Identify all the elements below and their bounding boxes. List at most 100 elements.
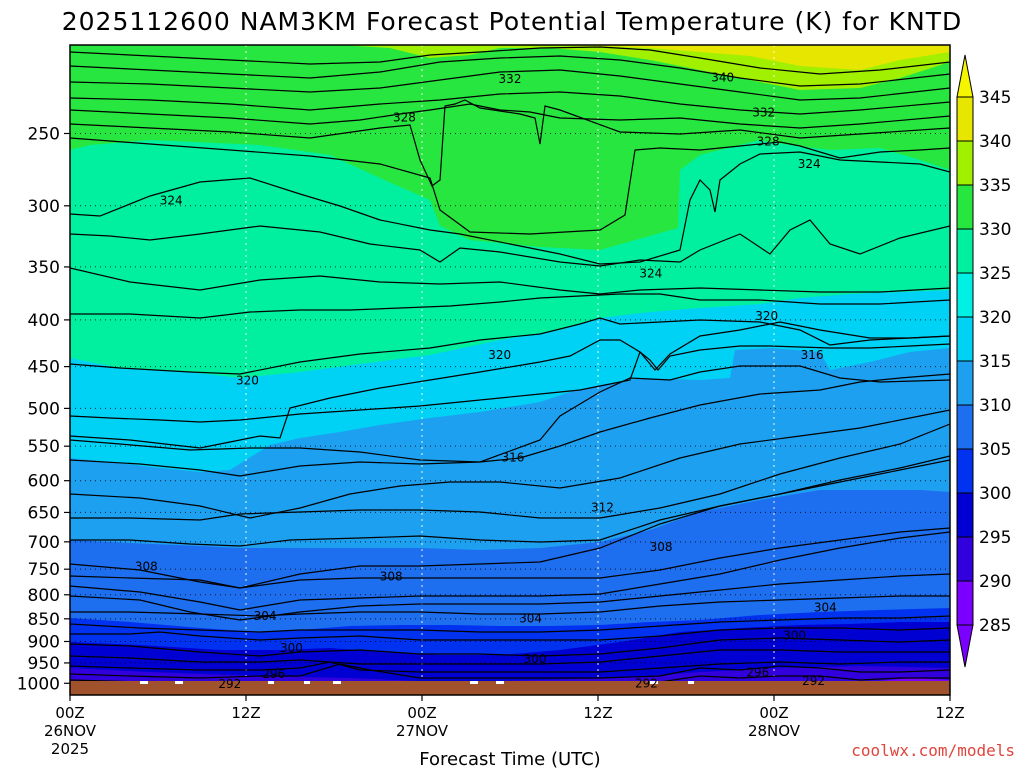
contour-line bbox=[70, 409, 950, 519]
contour-label: 304 bbox=[519, 611, 542, 625]
contour-line bbox=[70, 627, 950, 641]
ground-surface bbox=[70, 681, 950, 695]
colorbar-level-label: 340 bbox=[979, 132, 1011, 152]
contour-line bbox=[70, 321, 950, 449]
contour-label: 308 bbox=[135, 560, 158, 574]
colorbar-swatch bbox=[956, 140, 974, 186]
colorbar-swatch bbox=[956, 448, 974, 494]
contour-label: 296 bbox=[746, 665, 769, 679]
band-325-330 bbox=[70, 45, 950, 250]
ground-marks bbox=[140, 681, 694, 684]
contour-line bbox=[70, 46, 950, 75]
contour-line bbox=[70, 343, 950, 423]
colorbar-swatch bbox=[956, 404, 974, 450]
x-tick-label: 00Z bbox=[759, 704, 788, 722]
contour-line bbox=[70, 365, 950, 463]
contour-line bbox=[70, 661, 950, 673]
contour-label: 332 bbox=[499, 72, 522, 86]
y-tick-label: 700 bbox=[28, 533, 60, 553]
contour-label: 324 bbox=[639, 267, 662, 281]
contour-label: 308 bbox=[650, 540, 673, 554]
y-tick-label: 650 bbox=[28, 503, 60, 523]
filled-contour-bands bbox=[70, 45, 950, 695]
colorbar-swatch bbox=[956, 316, 974, 362]
x-tick-year: 2025 bbox=[51, 740, 89, 758]
plot-area: 332 340 328 332 328 324 324 324 320 320 316 320 316 3… bbox=[69, 44, 951, 696]
x-axis-label: Forecast Time (UTC) bbox=[419, 749, 600, 768]
contour-line bbox=[70, 293, 950, 319]
contour-line bbox=[70, 55, 950, 87]
y-axis: 2503003504004505005506006507007508008509… bbox=[17, 124, 70, 694]
colorbar-level-label: 295 bbox=[979, 528, 1011, 548]
colorbar-level-label: 320 bbox=[979, 308, 1011, 328]
contour-line bbox=[70, 455, 950, 547]
y-tick-label: 250 bbox=[28, 124, 60, 144]
contour-label: 316 bbox=[501, 451, 524, 465]
y-tick-label: 350 bbox=[28, 258, 60, 278]
colorbar-swatch bbox=[956, 580, 974, 626]
band-335-340 bbox=[520, 45, 950, 70]
contour-label: 300 bbox=[280, 641, 303, 655]
x-tick-label: 12Z bbox=[935, 704, 964, 722]
contour-line bbox=[70, 137, 950, 235]
x-tick-label: 00Z bbox=[407, 704, 436, 722]
x-tick-date: 27NOV bbox=[396, 722, 449, 740]
x-tick-date: 26NOV bbox=[44, 722, 97, 740]
band-330-335 bbox=[70, 45, 950, 90]
x-tick-label: 12Z bbox=[231, 704, 260, 722]
y-tick-label: 1000 bbox=[17, 674, 60, 694]
contour-label: 292 bbox=[802, 674, 825, 688]
colorbar-level-label: 335 bbox=[979, 176, 1011, 196]
contour-label: 304 bbox=[814, 600, 837, 614]
contour-line bbox=[70, 151, 950, 265]
y-tick-label: 850 bbox=[28, 610, 60, 630]
contour-label: 320 bbox=[755, 309, 778, 323]
colorbar-level-label: 305 bbox=[979, 440, 1011, 460]
colorbar: 285 290 295 300 305 310 315 320 325 330 335 340 345 bbox=[956, 54, 1011, 668]
plot-frame bbox=[69, 44, 951, 696]
contour-label: 292 bbox=[218, 677, 241, 691]
contour-label: 316 bbox=[801, 348, 824, 362]
y-tick-label: 450 bbox=[28, 358, 60, 378]
colorbar-level-label: 345 bbox=[979, 88, 1011, 108]
x-tick-label: 00Z bbox=[55, 704, 84, 722]
colorbar-level-label: 325 bbox=[979, 264, 1011, 284]
contour-line bbox=[70, 219, 950, 267]
colorbar-swatch bbox=[956, 228, 974, 274]
y-tick-label: 800 bbox=[28, 586, 60, 606]
contour-line bbox=[70, 615, 950, 633]
colorbar-swatch bbox=[956, 184, 974, 230]
colorbar-swatch bbox=[956, 536, 974, 582]
contour-labels: 332 340 328 332 328 324 324 324 320 320 316 320 316 3… bbox=[135, 70, 837, 691]
contour-line bbox=[70, 595, 950, 617]
contour-label: 324 bbox=[798, 157, 821, 171]
colorbar-level-label: 285 bbox=[979, 616, 1011, 636]
contour-label: 300 bbox=[523, 652, 546, 666]
y-tick-label: 950 bbox=[28, 654, 60, 674]
colorbar-level-label: 300 bbox=[979, 484, 1011, 504]
contour-label: 328 bbox=[393, 110, 416, 124]
contour-label: 332 bbox=[752, 105, 775, 119]
y-tick-label: 600 bbox=[28, 472, 60, 492]
x-tick-label: 12Z bbox=[583, 704, 612, 722]
colorbar-level-label: 330 bbox=[979, 220, 1011, 240]
colorbar-swatch bbox=[956, 492, 974, 538]
colorbar-upper-arrow bbox=[956, 54, 974, 98]
contour-label: 304 bbox=[254, 609, 277, 623]
contour-label: 296 bbox=[262, 667, 285, 681]
contour-label: 308 bbox=[380, 570, 403, 584]
y-tick-label: 900 bbox=[28, 632, 60, 652]
contour-label: 328 bbox=[757, 134, 780, 148]
x-tick-date: 28NOV bbox=[748, 722, 801, 740]
contour-label: 300 bbox=[783, 628, 806, 642]
contour-line bbox=[70, 531, 950, 611]
contour-label: 320 bbox=[236, 373, 259, 387]
contour-label: 292 bbox=[635, 676, 658, 690]
contour-label: 340 bbox=[711, 70, 734, 84]
colorbar-swatch bbox=[956, 360, 974, 406]
contour-line bbox=[70, 267, 950, 295]
contour-line bbox=[70, 373, 950, 477]
contour-line bbox=[70, 649, 950, 665]
